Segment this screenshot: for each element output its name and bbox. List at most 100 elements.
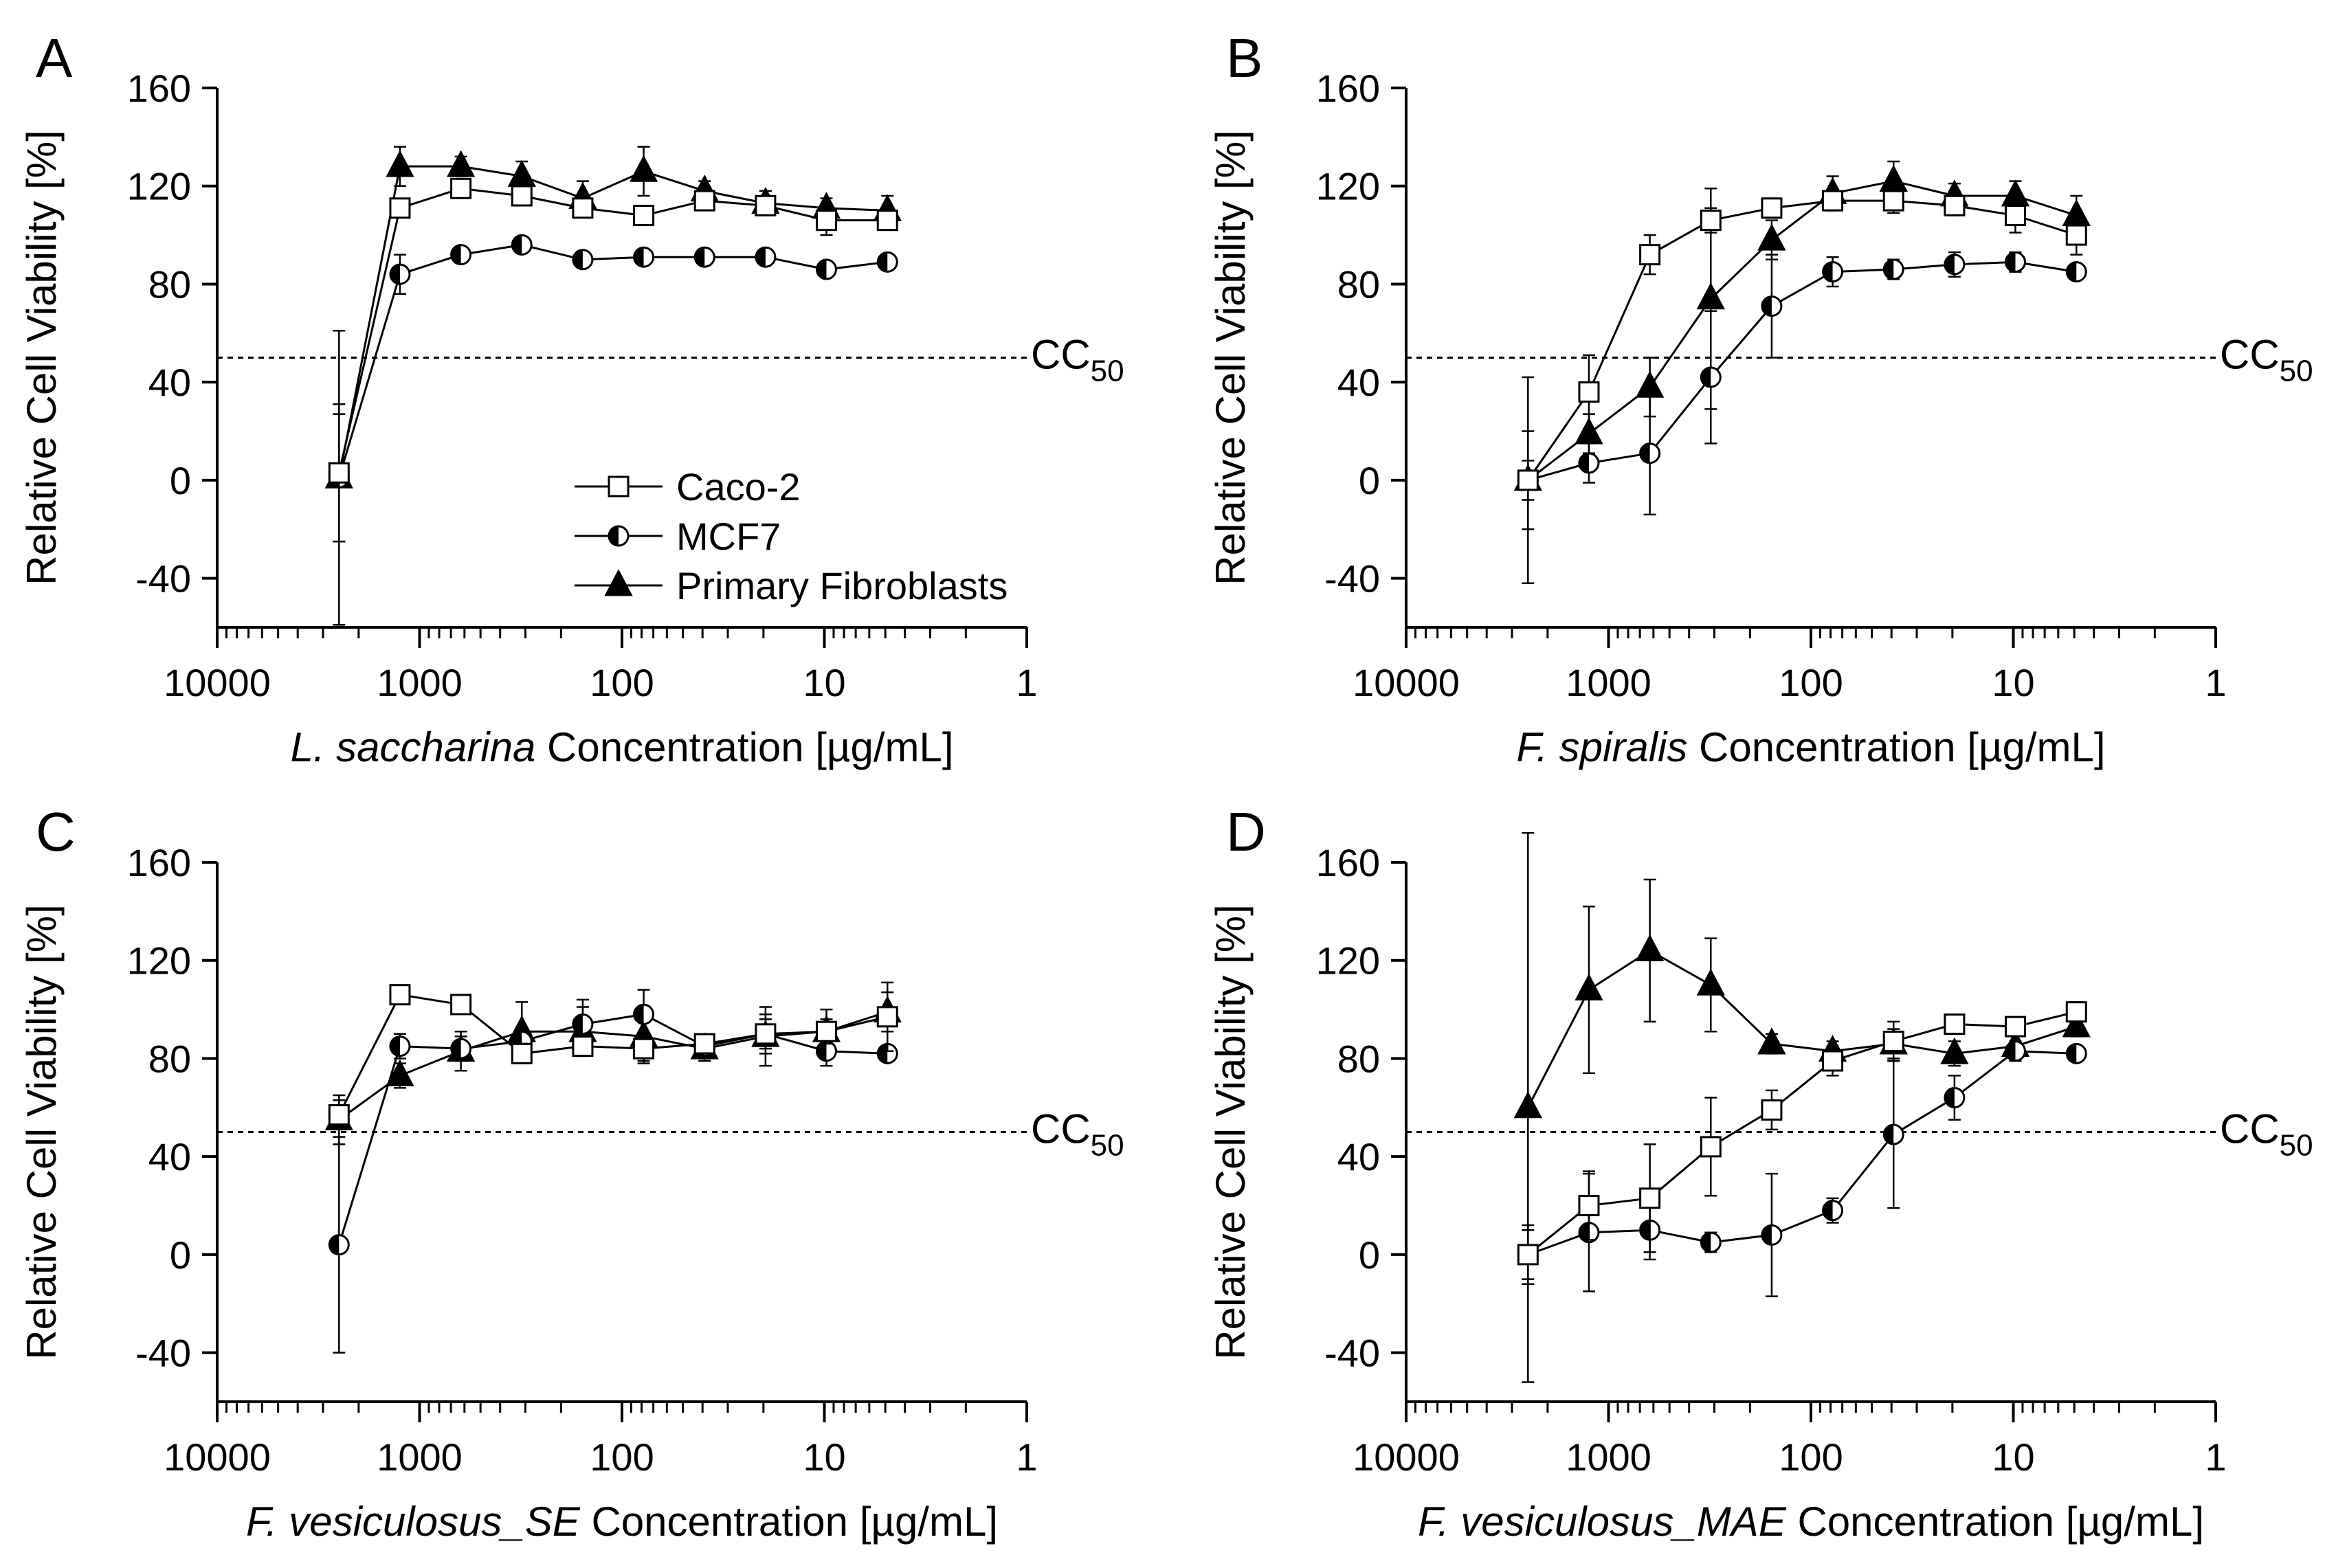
panel-label: D	[1226, 801, 1266, 862]
data-point	[2062, 1010, 2091, 1038]
marker-fill	[1823, 1200, 1833, 1220]
data-point	[1822, 190, 1844, 212]
data-point	[1940, 1037, 1969, 1064]
data-point	[386, 150, 414, 177]
marker-fill	[1701, 368, 1711, 388]
data-point	[328, 1234, 350, 1256]
data-point	[1822, 261, 1844, 283]
legend-label: Primary Fibroblasts	[676, 564, 1008, 607]
data-point	[1879, 164, 1908, 192]
data-point	[1944, 1013, 1966, 1035]
data-point	[1700, 1136, 1722, 1158]
data-point	[450, 1038, 472, 1060]
cc50-label-sub: 50	[2280, 355, 2313, 388]
marker-fill	[695, 247, 705, 267]
data-point	[876, 1006, 898, 1028]
data-point	[815, 1020, 837, 1042]
series-mcf7	[328, 989, 898, 1354]
y-tick-label: 40	[1337, 361, 1380, 404]
data-point	[511, 234, 533, 256]
marker-fill	[390, 1036, 400, 1056]
x-axis-title-species: L. saccharina	[290, 724, 535, 770]
data-point	[1757, 1027, 1786, 1055]
data-point	[328, 1104, 350, 1126]
y-tick-label: 0	[1359, 1233, 1380, 1277]
cc50-label-sub: 50	[2280, 1129, 2313, 1163]
data-point	[328, 462, 350, 484]
data-point	[1578, 381, 1600, 403]
data-point	[572, 197, 594, 219]
x-tick-label: 100	[1779, 661, 1843, 704]
x-axis-title-suffix: Concentration [µg/mL]	[1786, 1499, 2204, 1545]
marker-fill	[878, 1044, 888, 1064]
y-tick-label: 0	[170, 1233, 191, 1277]
series-line	[1527, 1050, 2077, 1256]
data-point	[2004, 1040, 2026, 1062]
series-line	[1527, 180, 2077, 482]
marker-fill	[755, 247, 766, 267]
cc50-label-main: CC	[2220, 1106, 2280, 1152]
x-tick-label: 10000	[164, 661, 271, 704]
marker-fill	[1579, 1222, 1589, 1242]
x-tick-label: 1000	[1566, 661, 1651, 704]
data-point	[1882, 258, 1904, 280]
legend-label: Caco-2	[676, 465, 801, 508]
cc50-label-main: CC	[2220, 332, 2280, 378]
data-point	[2065, 1042, 2087, 1064]
x-tick-label: 10000	[164, 1435, 271, 1479]
data-point	[1575, 973, 1603, 1000]
data-point	[389, 197, 411, 219]
cc50-label: CC50	[1031, 1106, 1124, 1163]
x-tick-label: 1000	[1566, 1435, 1651, 1479]
marker-fill	[2067, 1044, 2077, 1064]
series-primary-fibroblasts	[1513, 160, 2091, 501]
marker-fill	[816, 1041, 827, 1061]
data-point	[1700, 1231, 1722, 1253]
series-line	[337, 165, 888, 478]
cc50-label: CC50	[2220, 332, 2313, 388]
data-point	[2004, 1016, 2026, 1038]
y-tick-label: 120	[127, 939, 191, 983]
data-point	[1761, 1099, 1783, 1121]
marker-fill	[878, 252, 888, 272]
panel-c: C -40 0 40 80 120 160 10000 1000 100 10 1 Relative C…	[19, 801, 1124, 1545]
series-line	[338, 1011, 888, 1121]
x-tick-label: 1	[1016, 1435, 1037, 1479]
x-axis-title: F. vesiculosus_MAE Concentration [µg/mL]	[1418, 1499, 2204, 1545]
legend-label: MCF7	[676, 515, 781, 558]
data-point	[1944, 194, 1966, 216]
series-line	[337, 994, 888, 1116]
marker-fill	[634, 247, 644, 267]
data-point	[755, 246, 777, 268]
data-point	[755, 1023, 777, 1045]
x-tick-label: 100	[1779, 1435, 1843, 1479]
data-point	[1944, 1087, 1966, 1109]
y-tick-label: 160	[127, 67, 191, 110]
data-point	[1517, 1244, 1539, 1266]
y-tick-label: 160	[127, 841, 191, 884]
data-point	[450, 177, 472, 199]
data-point	[815, 1040, 837, 1062]
series-primary-fibroblasts	[324, 991, 902, 1145]
data-point	[876, 210, 898, 232]
series-mcf7	[328, 234, 898, 626]
cc50-label: CC50	[1031, 332, 1124, 388]
marker-fill	[1701, 1233, 1711, 1253]
data-point	[755, 194, 777, 216]
data-point	[572, 1013, 594, 1035]
marker-fill	[390, 265, 400, 284]
data-point	[1639, 443, 1661, 464]
y-axis-title: Relative Cell Viability [%]	[19, 130, 65, 585]
y-tick-label: 40	[148, 361, 191, 404]
y-tick-label: 120	[127, 165, 191, 208]
data-point	[511, 185, 533, 207]
series-caco-2	[328, 981, 898, 1131]
panel-b: B -40 0 40 80 120 160 10000 1000 100 10 1 Relative C…	[1208, 27, 2313, 770]
data-point	[1882, 1030, 1904, 1052]
data-point	[693, 190, 715, 212]
data-point	[450, 244, 472, 266]
data-point	[1700, 366, 1722, 388]
x-tick-label: 1000	[377, 1435, 463, 1479]
x-tick-label: 100	[590, 1435, 654, 1479]
